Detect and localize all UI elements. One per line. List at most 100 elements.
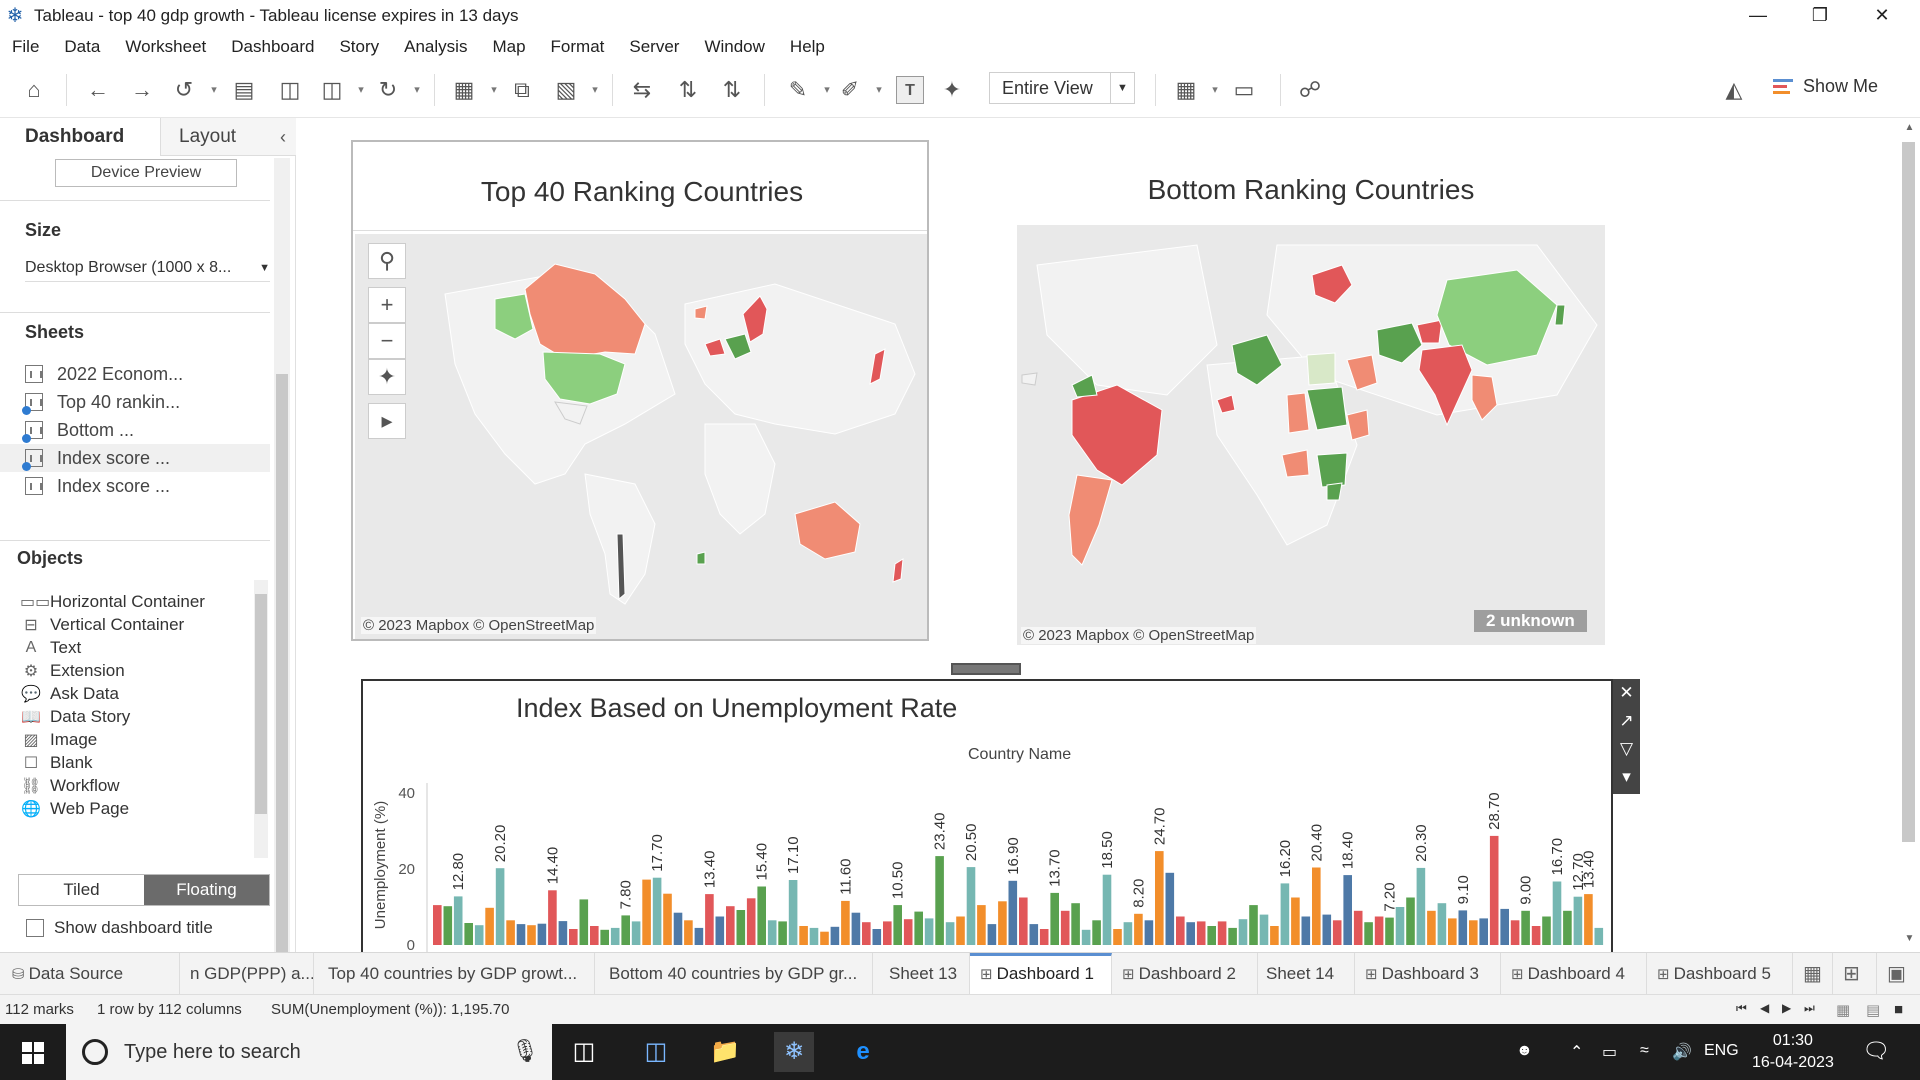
objects-scrollbar-thumb[interactable]: [255, 594, 267, 814]
bar[interactable]: [1437, 903, 1447, 945]
bar[interactable]: [1448, 918, 1457, 945]
pin-map-icon[interactable]: ✦: [368, 359, 406, 395]
sheet-sorter-icon[interactable]: ▦: [1836, 1002, 1851, 1019]
bottom-map-panel[interactable]: Bottom Ranking Countries: [1014, 140, 1608, 646]
bar[interactable]: [1353, 910, 1363, 945]
bar[interactable]: [872, 929, 882, 945]
bar[interactable]: [1406, 897, 1415, 946]
bar[interactable]: [527, 925, 536, 945]
bar[interactable]: [1458, 910, 1468, 945]
fix-axes-icon[interactable]: ✦: [942, 77, 962, 102]
bar[interactable]: [1071, 903, 1080, 945]
taskbar-search[interactable]: Type here to search 🎙: [66, 1024, 552, 1080]
bar[interactable]: [433, 905, 442, 945]
remove-icon[interactable]: ✕: [1619, 683, 1634, 702]
bar[interactable]: [1385, 917, 1394, 945]
bar[interactable]: [1238, 919, 1248, 945]
tab-dashboard-1[interactable]: ⊞ Dashboard 1: [970, 953, 1112, 995]
pane-scrollbar[interactable]: [274, 158, 290, 958]
highlight-dropdown-icon[interactable]: ▾: [824, 84, 830, 96]
bar[interactable]: [1196, 921, 1206, 945]
bar[interactable]: [1563, 910, 1572, 945]
menu-story[interactable]: Story: [339, 37, 380, 56]
people-icon[interactable]: ☻: [1516, 1042, 1533, 1059]
tab-dashboard-3[interactable]: ⊞ Dashboard 3: [1355, 953, 1501, 995]
collapse-pane-icon[interactable]: ‹: [270, 118, 296, 156]
menu-window[interactable]: Window: [704, 37, 765, 56]
bar[interactable]: [893, 905, 902, 945]
tray-expand-icon[interactable]: ⌃: [1570, 1044, 1584, 1061]
bar[interactable]: [1343, 875, 1352, 945]
bar[interactable]: [1092, 920, 1101, 945]
bar[interactable]: [558, 921, 568, 945]
microphone-icon[interactable]: 🎙: [511, 1038, 539, 1063]
object-item[interactable]: A Text: [20, 634, 82, 662]
sheet-item[interactable]: Top 40 rankin...: [22, 388, 270, 416]
bar[interactable]: [945, 922, 955, 945]
minimize-button[interactable]: —: [1749, 5, 1767, 25]
bar[interactable]: [1531, 926, 1541, 945]
labels-dropdown-icon[interactable]: ▾: [876, 84, 882, 96]
swap-rows-columns-icon[interactable]: ⇆: [632, 77, 652, 102]
bar[interactable]: [966, 867, 976, 945]
file-explorer-icon[interactable]: 📁: [710, 1038, 740, 1065]
bar[interactable]: [736, 910, 746, 945]
filter-icon[interactable]: ▽: [1619, 739, 1634, 758]
object-item[interactable]: ⛓ Workflow: [20, 772, 120, 800]
close-window-button[interactable]: ✕: [1874, 5, 1890, 25]
first-sheet-icon[interactable]: ⏮: [1736, 1001, 1747, 1015]
menu-format[interactable]: Format: [550, 37, 605, 56]
bar[interactable]: [1134, 913, 1143, 945]
object-item[interactable]: ▭▭ Horizontal Container: [20, 588, 205, 616]
new-worksheet-icon[interactable]: ▦: [1793, 953, 1833, 995]
bar[interactable]: [1280, 883, 1290, 945]
bar[interactable]: [1489, 835, 1499, 945]
bar[interactable]: [506, 920, 515, 945]
bar[interactable]: [1228, 927, 1237, 945]
bar[interactable]: [1207, 926, 1216, 945]
pause-updates-icon[interactable]: ◫: [321, 77, 343, 102]
bar[interactable]: [485, 907, 494, 945]
sheet-item[interactable]: 2022 Econom...: [25, 360, 270, 388]
bar[interactable]: [1186, 922, 1195, 945]
tab-layout[interactable]: Layout: [160, 118, 270, 156]
bar[interactable]: [1322, 914, 1332, 945]
bar[interactable]: [1584, 894, 1593, 945]
tiled-button[interactable]: Tiled: [19, 875, 144, 905]
bar[interactable]: [443, 906, 453, 945]
index-chart-panel[interactable]: Index Based on Unemployment Rate Country…: [361, 679, 1613, 952]
new-worksheet-icon[interactable]: ▦: [453, 77, 475, 102]
pane-scrollbar-thumb[interactable]: [276, 374, 288, 954]
canvas-scrollbar[interactable]: ▲ ▼: [1899, 118, 1920, 952]
bar[interactable]: [1176, 916, 1185, 946]
bar[interactable]: [1102, 874, 1112, 945]
bar[interactable]: [862, 922, 871, 945]
menu-data[interactable]: Data: [64, 37, 101, 56]
wifi-icon[interactable]: ≈: [1640, 1042, 1649, 1059]
bar[interactable]: [1594, 927, 1604, 945]
bar[interactable]: [841, 900, 850, 945]
bar[interactable]: [1259, 914, 1269, 945]
bar[interactable]: [684, 920, 693, 945]
tab-sheet[interactable]: Sheet 13: [873, 953, 970, 995]
bar[interactable]: [1291, 897, 1300, 946]
notifications-icon[interactable]: 🗨: [1862, 1038, 1890, 1063]
tab-dashboard[interactable]: Dashboard: [0, 118, 160, 156]
bar[interactable]: [883, 921, 892, 945]
language-indicator[interactable]: ENG: [1704, 1042, 1739, 1059]
edge-icon[interactable]: e: [856, 1038, 870, 1065]
bar[interactable]: [809, 927, 819, 945]
bar[interactable]: [1029, 924, 1039, 945]
bar[interactable]: [1552, 881, 1562, 946]
more-options-icon[interactable]: ▾: [1622, 767, 1631, 786]
bar[interactable]: [537, 923, 547, 945]
presentation-mode-icon[interactable]: ▭: [1233, 77, 1255, 102]
object-item[interactable]: ⚙ Extension: [20, 657, 125, 685]
replay-icon[interactable]: ↺: [174, 77, 194, 102]
bar[interactable]: [914, 911, 923, 945]
restore-button[interactable]: ❐: [1811, 5, 1829, 25]
redo-icon[interactable]: →: [131, 77, 153, 102]
bar[interactable]: [977, 905, 986, 945]
start-button[interactable]: [0, 1024, 66, 1080]
bar[interactable]: [1332, 920, 1342, 945]
